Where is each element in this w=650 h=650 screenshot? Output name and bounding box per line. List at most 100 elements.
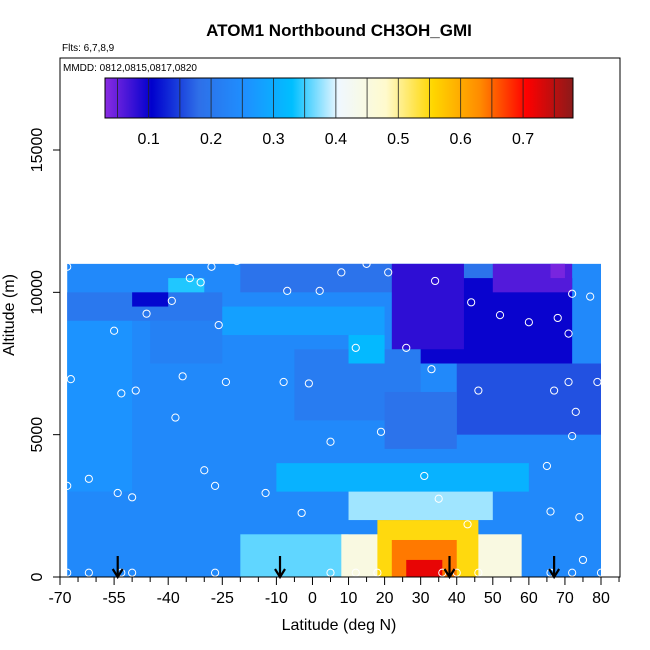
heatmap-cell	[348, 491, 493, 521]
x-tick-label: 20	[376, 590, 394, 607]
sample-point	[185, 274, 194, 283]
heatmap-cell	[391, 263, 464, 350]
x-tick-label: 60	[520, 590, 538, 607]
sample-point	[315, 286, 324, 296]
colorbar-tick-label: 0.2	[200, 131, 222, 148]
sample-point	[351, 568, 360, 577]
sample-point	[351, 343, 360, 352]
x-tick-label: -25	[211, 590, 234, 607]
colorbar-tick-label: 0.1	[138, 131, 160, 148]
sample-point	[326, 437, 335, 446]
sample-point	[117, 389, 126, 398]
heatmap-cell	[67, 320, 133, 492]
heatmap-cell	[150, 320, 223, 364]
heatmap	[67, 263, 602, 577]
sample-point	[474, 386, 483, 395]
chart-title: ATOM1 Northbound CH3OH_GMI	[206, 21, 472, 40]
sample-point	[63, 481, 72, 491]
sample-point	[564, 377, 573, 387]
heatmap-cell	[406, 559, 443, 577]
sample-point	[467, 298, 476, 307]
sample-point	[427, 365, 436, 374]
sample-point	[586, 292, 595, 301]
sample-point	[84, 568, 93, 577]
sample-point	[178, 372, 187, 381]
sample-point	[362, 259, 371, 268]
colorbar: 0.1 0.2 0.3 0.4 0.5 0.6 0.7	[104, 77, 574, 148]
sample-point	[553, 313, 562, 323]
sample-point	[110, 326, 119, 335]
y-tick-label: 0	[29, 572, 46, 581]
sample-point	[200, 466, 209, 475]
y-axis: 0 5000 10000 15000	[29, 128, 60, 581]
heatmap-cell	[550, 263, 565, 279]
sample-point	[113, 488, 122, 498]
y-tick-label: 5000	[29, 417, 46, 453]
sample-point	[63, 568, 72, 577]
x-tick-label: 30	[412, 590, 430, 607]
sample-point	[420, 471, 429, 481]
y-tick-label: 10000	[29, 270, 46, 315]
x-tick-label: 50	[484, 590, 502, 607]
x-tick-label: -70	[48, 590, 71, 607]
sample-point	[232, 256, 241, 266]
sample-point	[542, 461, 552, 471]
sample-point	[210, 568, 220, 577]
flight-arrows	[111, 556, 561, 580]
heatmap-cell	[168, 278, 205, 293]
sample-point	[261, 488, 270, 498]
x-tick-label: -55	[103, 590, 126, 607]
x-tick-label: 70	[556, 590, 574, 607]
sample-point	[384, 268, 393, 277]
sample-point	[196, 278, 205, 287]
sample-point	[568, 568, 577, 577]
sample-point	[128, 493, 137, 502]
sample-point	[167, 296, 176, 305]
sample-point	[430, 276, 440, 286]
x-tick-label: -40	[157, 590, 180, 607]
heatmap-cell	[456, 363, 601, 435]
chart-subtitle: Flts: 6,7,8,9	[62, 43, 115, 54]
mmdd-label: MMDD: 0812,0815,0817,0820	[63, 63, 197, 74]
heatmap-cell	[222, 306, 385, 336]
sample-point	[560, 254, 570, 263]
sample-point	[326, 568, 335, 577]
sample-point	[210, 481, 220, 491]
sample-point	[250, 252, 259, 261]
plot-frame	[59, 57, 621, 578]
sample-point	[434, 494, 443, 503]
sample-point	[546, 507, 555, 516]
heatmap-cell	[348, 335, 385, 364]
x-tick-label: 80	[592, 590, 610, 607]
x-tick-label: 10	[340, 590, 358, 607]
sample-points	[63, 252, 606, 577]
sample-point	[297, 508, 306, 518]
sample-point	[304, 379, 313, 388]
sample-point	[128, 568, 137, 577]
sample-point	[568, 289, 577, 298]
heatmap-cell	[276, 463, 529, 492]
colorbar-tick-label: 0.3	[262, 131, 284, 148]
sample-point	[279, 377, 288, 387]
sample-point	[571, 407, 580, 416]
sample-point	[402, 343, 411, 352]
sample-point	[373, 568, 382, 577]
sample-point	[376, 427, 386, 436]
sample-point	[214, 320, 223, 330]
sample-point	[568, 431, 577, 441]
x-tick-label: -10	[265, 590, 288, 607]
sample-point	[596, 568, 606, 577]
sample-point	[463, 520, 472, 529]
sample-point	[524, 318, 533, 327]
sample-point	[171, 413, 180, 422]
sample-point	[564, 329, 573, 338]
colorbar-tick-label: 0.5	[387, 131, 409, 148]
colorbar-gradient	[104, 77, 574, 119]
y-axis-label: Altitude (m)	[1, 274, 18, 356]
sample-point	[221, 377, 231, 387]
sample-point	[63, 262, 72, 271]
sample-point	[578, 555, 588, 565]
x-axis-label: Latitude (deg N)	[282, 617, 397, 634]
sample-point	[474, 568, 483, 577]
